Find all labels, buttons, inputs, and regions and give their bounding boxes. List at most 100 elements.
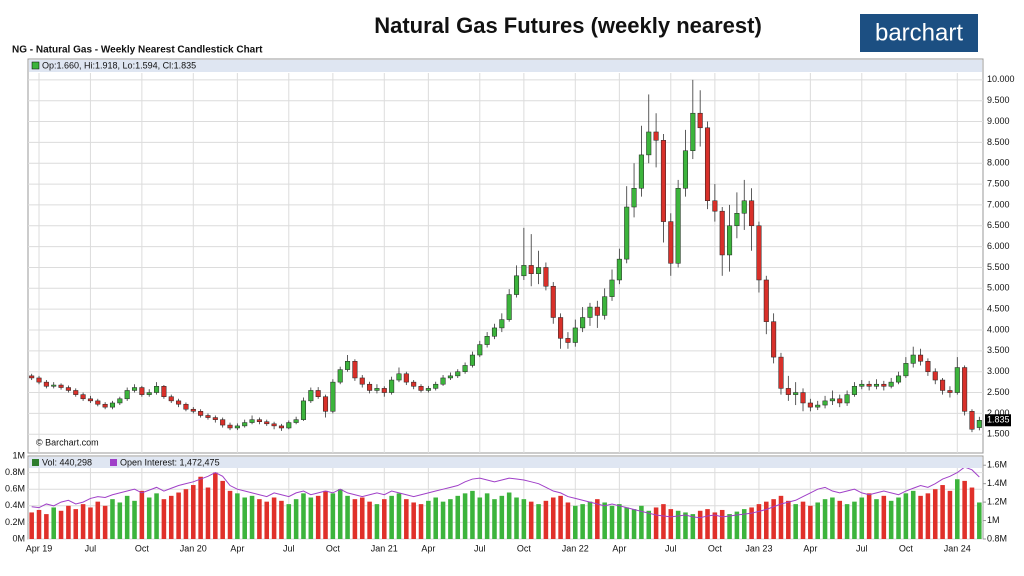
volume-bar [514,497,519,539]
y-tick-label: 1M [12,450,25,460]
y-tick-label: 3.500 [987,345,1010,355]
volume-bar [176,492,181,539]
candle-body [176,400,182,405]
legend-swatch [32,459,39,466]
candle-body [822,400,828,406]
x-tick-label: Oct [899,543,914,553]
candle-body [800,392,806,404]
volume-bar [293,499,299,539]
volume-bar [675,510,681,539]
volume-bar [367,501,372,539]
legend-swatch [31,61,40,70]
y-tick-label: 8.000 [987,158,1010,168]
oi-line [31,466,980,519]
marks [29,79,982,539]
candle-body [609,279,615,297]
y-tick-label: 6.000 [987,241,1010,251]
volume-bar [404,499,409,539]
volume-bar [587,501,593,539]
volume-bar [58,510,64,539]
legend-swatch [110,459,117,466]
x-tick-label: Oct [708,543,723,553]
volume-bar [154,493,159,539]
volume-bar [536,504,541,539]
volume-bar [506,492,512,539]
y-tick-label: 4.500 [987,304,1010,314]
candle-body [962,367,968,412]
volume-bar [433,497,438,539]
volume-bar [330,493,336,539]
volume-bar [117,502,123,539]
volume-bar [955,479,960,539]
volume-bar [977,502,982,539]
candle-body [859,383,865,387]
volume-bar [595,499,600,539]
volume-bar [271,497,277,539]
y-tick-label: 9.500 [987,95,1010,105]
volume-bar [462,493,468,539]
volume-bar [161,499,167,539]
candle-body [337,369,343,383]
candle-body [469,354,475,366]
candle-body [976,420,982,428]
candle-body [925,361,931,372]
x-tick-label: Apr [421,543,435,553]
x-tick-label: Apr [612,543,626,553]
candle-body [624,206,630,260]
candle-body [778,356,784,389]
candle-body [690,112,696,151]
volume-bar [396,493,402,539]
ohlc-legend: Op:1.660, Hi:1.918, Lo:1.594, Cl:1.835 [42,60,196,70]
x-tick-label: Jan 20 [180,543,207,553]
volume-bar [866,493,872,539]
volume-bar [690,514,696,539]
candle-body [256,419,262,422]
candle-body [660,140,666,222]
y2-tick-label: 1.4M [987,478,1007,488]
candle-body [330,381,336,412]
candle-body [154,386,160,393]
volume-bar [29,512,34,539]
volume-bar [793,504,798,539]
volume-bar [661,504,666,539]
volume-bar [712,512,718,539]
volume-bar [741,509,747,539]
volume-bar [815,502,820,539]
volume-bar [168,495,174,539]
candle-body [117,398,123,404]
volume-bar [484,493,490,539]
volume-bar [80,504,86,539]
volume-bar [697,510,703,539]
volume-bar [764,501,769,539]
volume-bar [932,489,938,539]
x-tick-label: Jul [474,543,486,553]
volume-bar [558,495,563,539]
volume-bar [411,502,416,539]
y-tick-label: 7.000 [987,199,1010,209]
volume-bar [470,490,475,539]
candle-body [631,187,637,208]
candle-body [682,150,689,189]
volume-bar [191,485,196,539]
y-tick-label: 0.6M [5,484,25,494]
volume-bar [382,499,387,539]
candle-body [704,127,711,202]
volume-bar [800,501,806,539]
volume-bar [646,510,652,539]
volume-bar [881,495,887,539]
candle-body [749,200,755,227]
candle-body [29,375,35,379]
candle-body [719,210,725,256]
volume-bar [903,493,909,539]
volume-bar [110,499,115,539]
candle-body [139,387,145,395]
candle-body [58,384,64,388]
y-tick-label: 8.500 [987,137,1010,147]
candle-body [969,411,975,430]
candle-body [536,267,542,274]
candle-body [477,344,483,356]
volume-bar [830,497,835,539]
volume-bar [888,500,894,539]
